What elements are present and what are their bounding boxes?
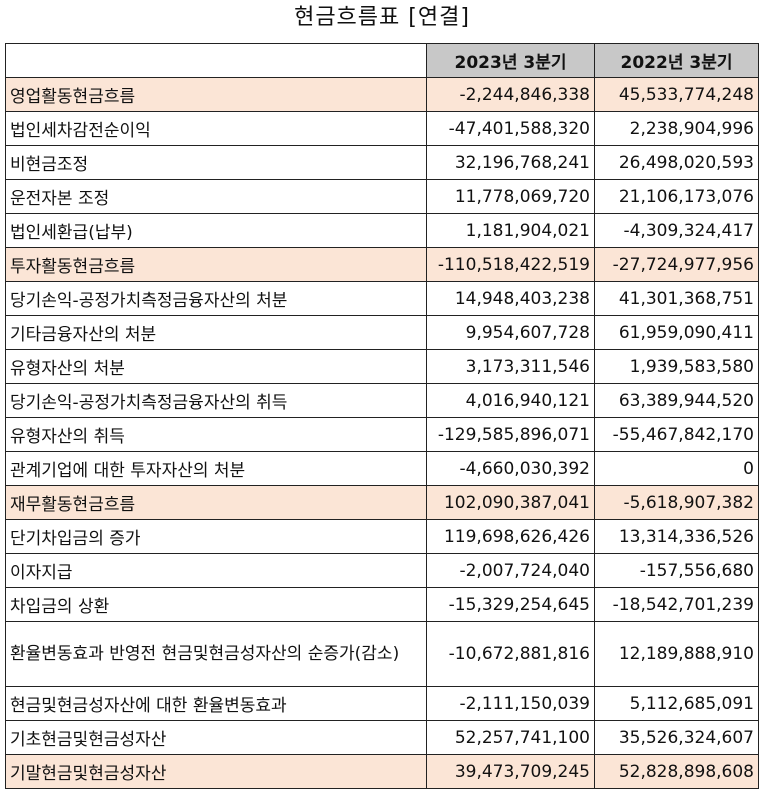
value-2023q3: 39,473,709,245 [426,754,595,789]
table-row: 비현금조정 32,196,768,241 26,498,020,593 [5,145,759,180]
value-2022q3: 1,939,583,580 [594,349,759,384]
value-2023q3: -129,585,896,071 [426,417,595,452]
row-label: 이자지급 [5,553,427,588]
value-2022q3: 5,112,685,091 [594,686,759,721]
row-label: 차입금의 상환 [5,587,427,622]
value-2022q3: 0 [594,451,759,486]
row-label: 당기손익-공정가치측정금융자산의 취득 [5,383,427,418]
value-2023q3: 1,181,904,021 [426,213,595,248]
row-label: 운전자본 조정 [5,179,427,214]
row-label: 기말현금및현금성자산 [5,754,427,789]
value-2022q3: -18,542,701,239 [594,587,759,622]
value-2022q3: 13,314,336,526 [594,519,759,554]
value-2022q3: 21,106,173,076 [594,179,759,214]
table-row: 당기손익-공정가치측정금융자산의 취득 4,016,940,121 63,389,9… [5,383,759,418]
row-label: 유형자산의 처분 [5,349,427,384]
table-row: 현금및현금성자산에 대한 환율변동효과 -2,111,150,039 5,112,6… [5,686,759,721]
value-2022q3: 26,498,020,593 [594,145,759,180]
row-label: 유형자산의 취득 [5,417,427,452]
table-row: 유형자산의 처분 3,173,311,546 1,939,583,580 [5,349,759,384]
row-label: 재무활동현금흐름 [5,485,427,520]
value-2023q3: -2,244,846,338 [426,77,595,112]
value-2023q3: 4,016,940,121 [426,383,595,418]
value-2023q3: 32,196,768,241 [426,145,595,180]
row-label: 비현금조정 [5,145,427,180]
value-2022q3: 12,189,888,910 [594,621,759,687]
value-2022q3: 35,526,324,607 [594,720,759,755]
value-2023q3: -47,401,588,320 [426,111,595,146]
value-2022q3: 2,238,904,996 [594,111,759,146]
row-label: 법인세환급(납부) [5,213,427,248]
value-2023q3: 9,954,607,728 [426,315,595,350]
value-2023q3: -2,111,150,039 [426,686,595,721]
value-2022q3: 45,533,774,248 [594,77,759,112]
row-label: 기초현금및현금성자산 [5,720,427,755]
value-2023q3: 14,948,403,238 [426,281,595,316]
header-blank-cell [5,43,427,78]
row-label: 현금및현금성자산에 대한 환율변동효과 [5,686,427,721]
value-2022q3: -4,309,324,417 [594,213,759,248]
header-2023q3: 2023년 3분기 [426,43,595,78]
value-2023q3: -110,518,422,519 [426,247,595,282]
value-2023q3: -15,329,254,645 [426,587,595,622]
table-row: 기말현금및현금성자산 39,473,709,245 52,828,898,608 [5,754,759,789]
row-label: 기타금융자산의 처분 [5,315,427,350]
row-label: 투자활동현금흐름 [5,247,427,282]
value-2022q3: 41,301,368,751 [594,281,759,316]
value-2023q3: 11,778,069,720 [426,179,595,214]
row-label: 환율변동효과 반영전 현금및현금성자산의 순증가(감소) [5,621,427,687]
value-2023q3: 102,090,387,041 [426,485,595,520]
row-label: 관계기업에 대한 투자자산의 처분 [5,451,427,486]
table-header-row: 2023년 3분기 2022년 3분기 [5,43,759,78]
row-label: 법인세차감전순이익 [5,111,427,146]
row-label: 단기차입금의 증가 [5,519,427,554]
row-label: 영업활동현금흐름 [5,77,427,112]
value-2022q3: -55,467,842,170 [594,417,759,452]
table-row: 법인세차감전순이익 -47,401,588,320 2,238,904,996 [5,111,759,146]
value-2023q3: 52,257,741,100 [426,720,595,755]
table-row: 투자활동현금흐름 -110,518,422,519 -27,724,977,956 [5,247,759,282]
table-row: 재무활동현금흐름 102,090,387,041 -5,618,907,382 [5,485,759,520]
table-row: 당기손익-공정가치측정금융자산의 처분 14,948,403,238 41,301,… [5,281,759,316]
value-2022q3: 63,389,944,520 [594,383,759,418]
value-2023q3: 119,698,626,426 [426,519,595,554]
cash-flow-table: 2023년 3분기 2022년 3분기 영업활동현금흐름 -2,244,846,3… [5,43,759,789]
table-row: 차입금의 상환 -15,329,254,645 -18,542,701,239 [5,587,759,622]
table-row: 기타금융자산의 처분 9,954,607,728 61,959,090,411 [5,315,759,350]
table-row: 유형자산의 취득 -129,585,896,071 -55,467,842,170 [5,417,759,452]
value-2022q3: -27,724,977,956 [594,247,759,282]
table-row: 기초현금및현금성자산 52,257,741,100 35,526,324,607 [5,720,759,755]
table-row: 환율변동효과 반영전 현금및현금성자산의 순증가(감소) -10,672,881,… [5,621,759,687]
table-row: 운전자본 조정 11,778,069,720 21,106,173,076 [5,179,759,214]
value-2023q3: -10,672,881,816 [426,621,595,687]
table-row: 영업활동현금흐름 -2,244,846,338 45,533,774,248 [5,77,759,112]
value-2022q3: 61,959,090,411 [594,315,759,350]
value-2023q3: 3,173,311,546 [426,349,595,384]
table-row: 법인세환급(납부) 1,181,904,021 -4,309,324,417 [5,213,759,248]
row-label: 당기손익-공정가치측정금융자산의 처분 [5,281,427,316]
table-body: 영업활동현금흐름 -2,244,846,338 45,533,774,248 법인세차… [5,77,759,789]
table-row: 관계기업에 대한 투자자산의 처분 -4,660,030,392 0 [5,451,759,486]
page-title: 현금흐름표 [연결] [294,5,470,30]
value-2022q3: 52,828,898,608 [594,754,759,789]
table-row: 단기차입금의 증가 119,698,626,426 13,314,336,526 [5,519,759,554]
value-2023q3: -4,660,030,392 [426,451,595,486]
value-2022q3: -157,556,680 [594,553,759,588]
value-2022q3: -5,618,907,382 [594,485,759,520]
value-2023q3: -2,007,724,040 [426,553,595,588]
table-row: 이자지급 -2,007,724,040 -157,556,680 [5,553,759,588]
header-2022q3: 2022년 3분기 [594,43,759,78]
